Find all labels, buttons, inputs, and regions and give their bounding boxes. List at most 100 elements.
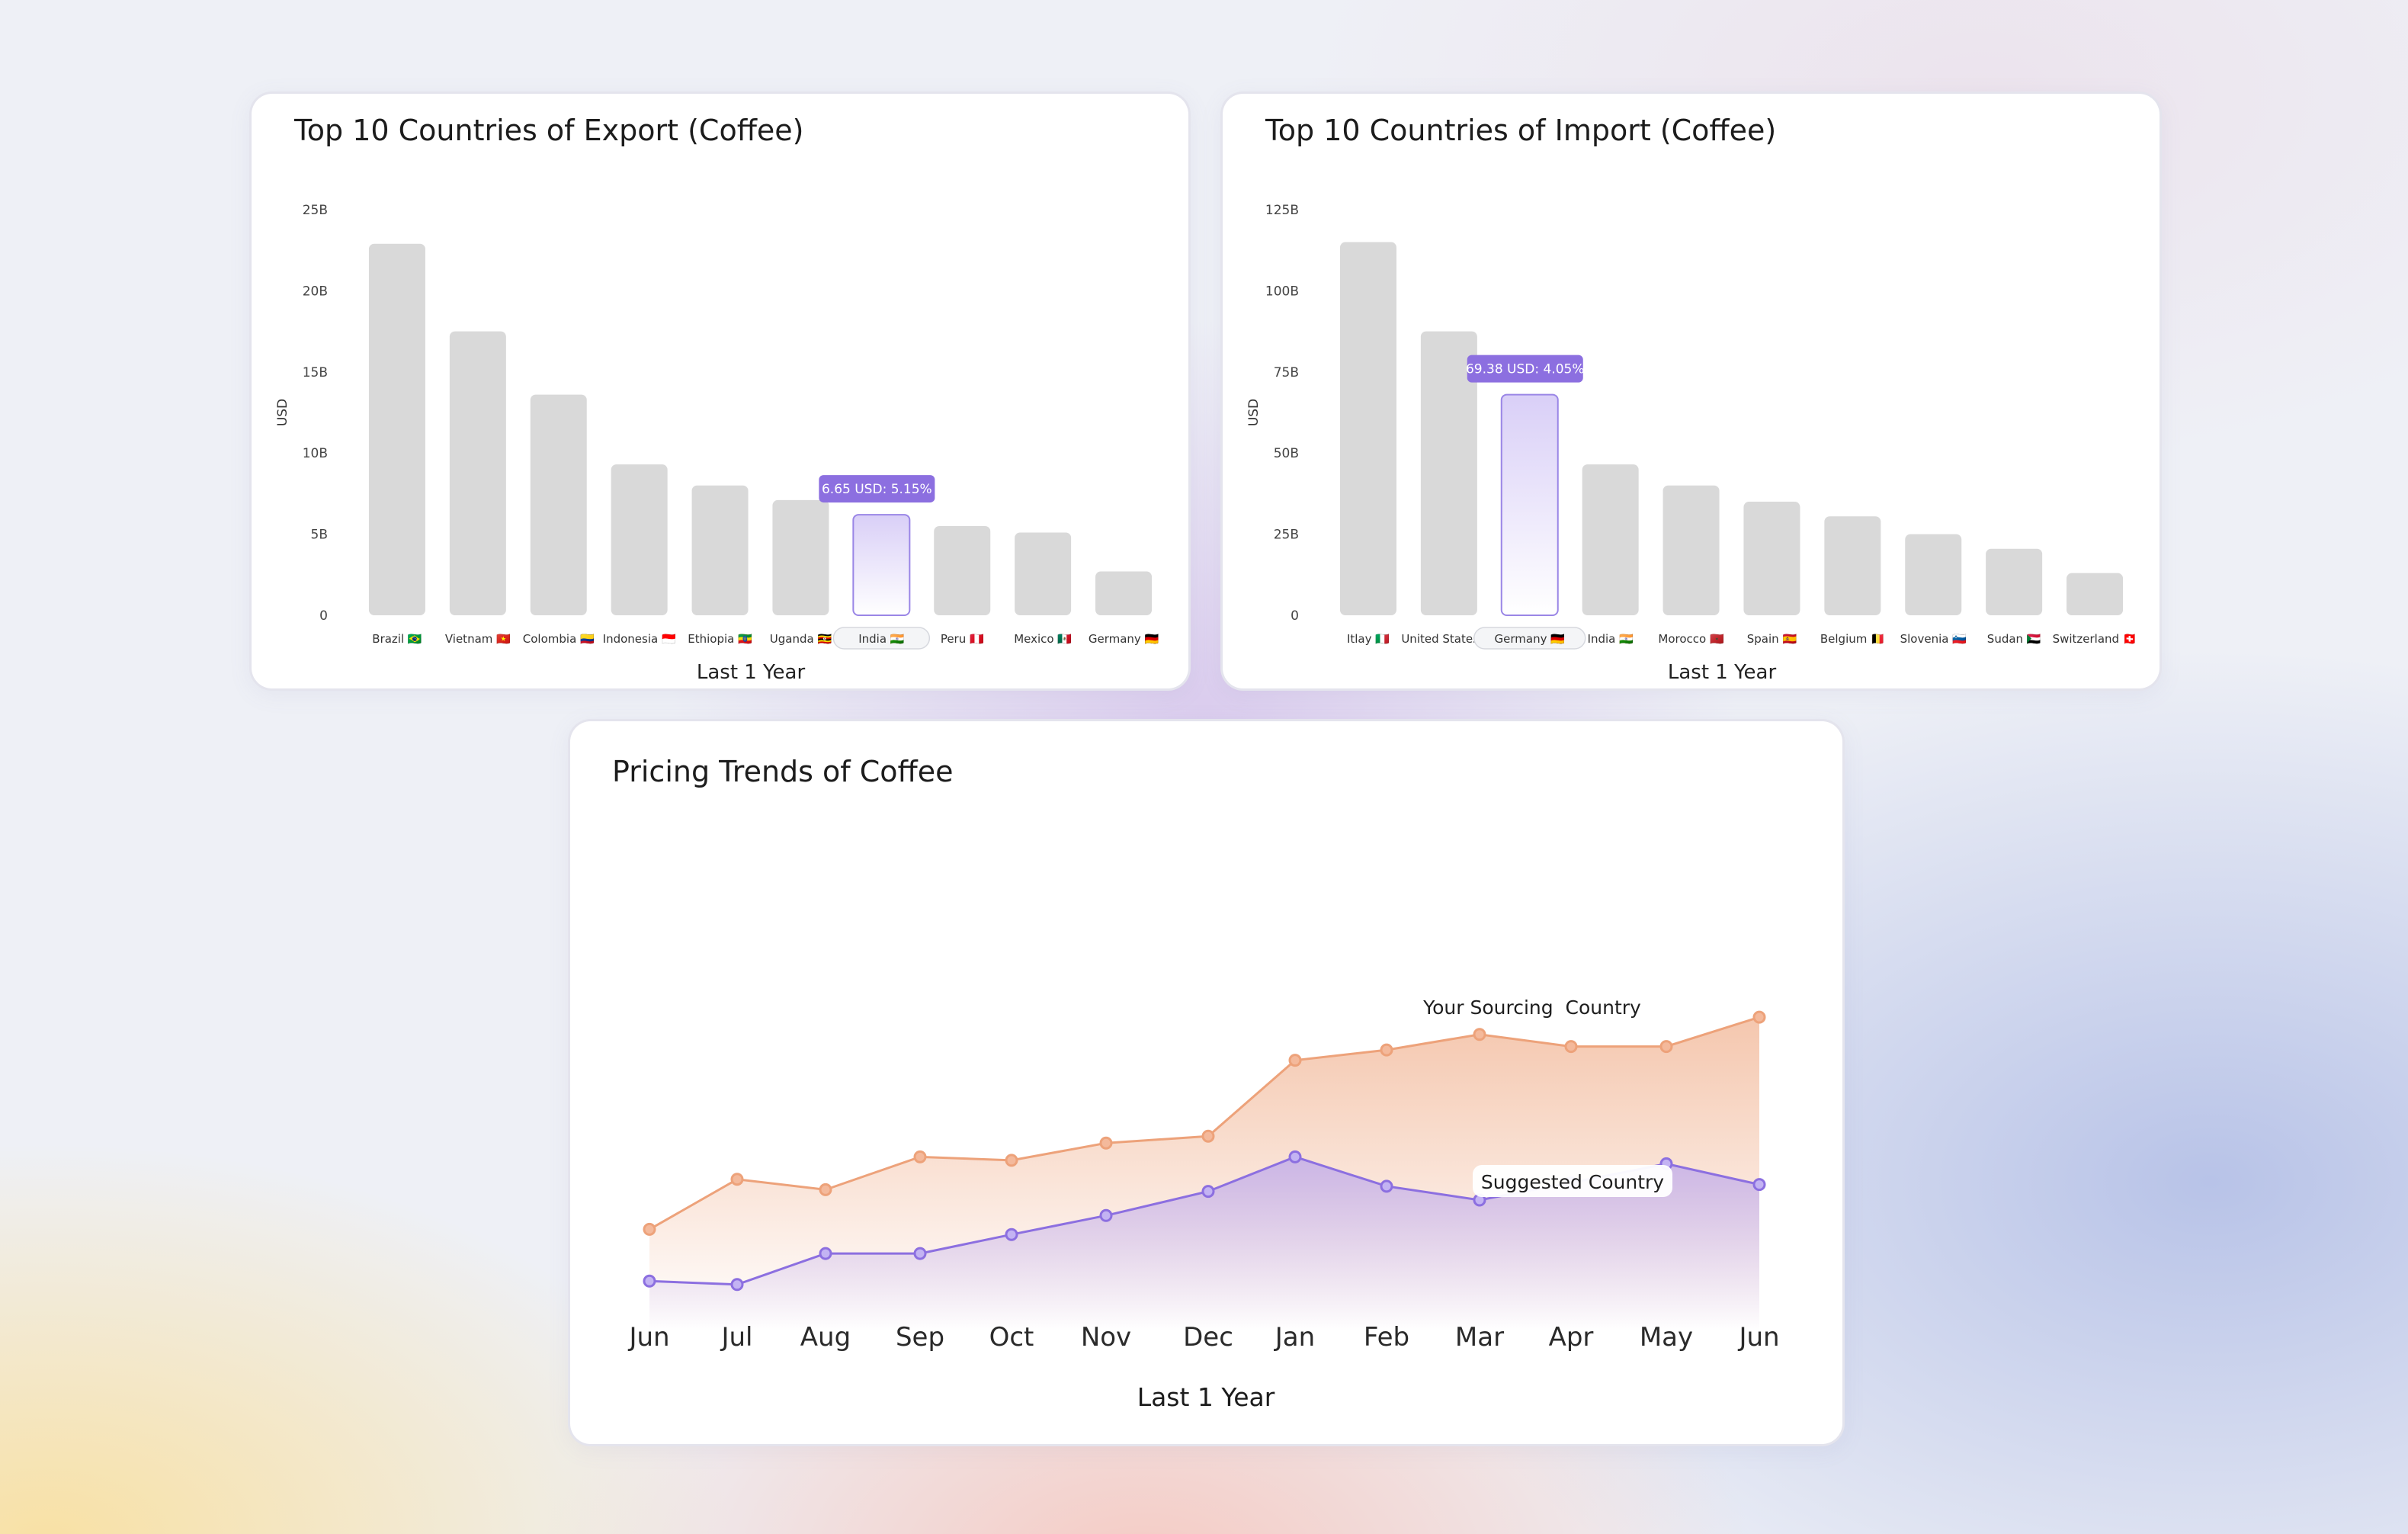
import-x-tick-label: Spain 🇪🇸 bbox=[1747, 632, 1797, 646]
export-y-tick: 15B bbox=[303, 365, 328, 380]
export-bar-mexico[interactable] bbox=[1015, 532, 1072, 615]
import-x-axis-label: Last 1 Year bbox=[1668, 661, 1777, 684]
series-point-suggested-country[interactable] bbox=[1099, 1208, 1113, 1222]
series-point-suggested-country[interactable] bbox=[730, 1278, 744, 1292]
import-y-tick: 0 bbox=[1291, 608, 1299, 624]
import-bar-itlay[interactable] bbox=[1339, 242, 1396, 615]
import-highlight-label-pill bbox=[1473, 627, 1586, 650]
export-x-tick-label: Mexico 🇲🇽 bbox=[1014, 632, 1072, 646]
series-point-your-sourcing-country[interactable] bbox=[1752, 1010, 1766, 1024]
x-tick-label: Dec bbox=[1183, 1322, 1233, 1353]
pricing-trends-card: Pricing Trends of Coffee Your Sourcing C… bbox=[568, 719, 1845, 1446]
export-x-tick-label: Vietnam 🇻🇳 bbox=[445, 632, 511, 646]
series-label-your-sourcing-country: Your Sourcing Country bbox=[1422, 996, 1641, 1019]
export-bar-chart: USD 0 5B 10B 15B 20B 25B Brazil 🇧🇷 Vietnam 🇻🇳 Col… bbox=[275, 203, 1159, 684]
export-bar-germany[interactable] bbox=[1095, 571, 1153, 615]
export-y-tick: 25B bbox=[303, 203, 328, 218]
export-bar-ethiopia[interactable] bbox=[691, 485, 749, 615]
import-y-axis-label: USD bbox=[1246, 399, 1262, 426]
x-tick-label: Jun bbox=[627, 1322, 669, 1353]
series-point-your-sourcing-country[interactable] bbox=[1380, 1043, 1393, 1057]
x-tick-label: Sep bbox=[896, 1322, 944, 1353]
import-bar-germany[interactable] bbox=[1500, 393, 1559, 616]
import-x-tick-label: Sudan 🇸🇩 bbox=[1987, 632, 2041, 646]
import-tooltip-text: 69.38 USD: 4.05% bbox=[1466, 362, 1585, 377]
import-bar-spain[interactable] bbox=[1743, 502, 1800, 615]
import-x-tick-label: Morocco 🇲🇦 bbox=[1658, 632, 1724, 646]
import-x-tick-label: India 🇮🇳 bbox=[1588, 632, 1634, 646]
import-bar-switzerland[interactable] bbox=[2067, 573, 2124, 615]
series-point-suggested-country[interactable] bbox=[1380, 1179, 1393, 1193]
export-x-tick-label: Indonesia 🇮🇩 bbox=[603, 632, 676, 646]
export-bar-peru[interactable] bbox=[934, 525, 991, 615]
x-tick-label: Oct bbox=[989, 1322, 1034, 1353]
pricing-trends-chart: Your Sourcing Country Suggested Country Ju… bbox=[627, 990, 1780, 1412]
series-point-suggested-country[interactable] bbox=[1752, 1178, 1766, 1192]
import-bar-slovenia[interactable] bbox=[1905, 534, 1962, 615]
export-y-tick: 5B bbox=[311, 528, 328, 543]
series-point-suggested-country[interactable] bbox=[819, 1247, 832, 1260]
x-tick-label: Jul bbox=[720, 1322, 752, 1353]
import-y-tick: 75B bbox=[1274, 365, 1299, 380]
series-point-suggested-country[interactable] bbox=[1288, 1150, 1302, 1163]
export-bar-india[interactable] bbox=[852, 514, 911, 617]
series-point-suggested-country[interactable] bbox=[913, 1247, 927, 1260]
series-point-your-sourcing-country[interactable] bbox=[643, 1222, 656, 1236]
series-label-pill-your-sourcing-country bbox=[1414, 990, 1650, 1022]
import-x-tick-label: Germany 🇩🇪 bbox=[1495, 632, 1566, 646]
export-tooltip-text: 6.65 USD: 5.15% bbox=[822, 482, 932, 497]
pricing-x-axis-label: Last 1 Year bbox=[1137, 1382, 1275, 1412]
export-chart-title: Top 10 Countries of Export (Coffee) bbox=[294, 114, 804, 147]
import-chart-title: Top 10 Countries of Import (Coffee) bbox=[1265, 114, 1777, 147]
import-y-tick: 100B bbox=[1265, 284, 1299, 299]
x-tick-label: May bbox=[1640, 1322, 1693, 1353]
series-point-your-sourcing-country[interactable] bbox=[913, 1150, 927, 1163]
export-highlight-label-pill bbox=[832, 627, 931, 650]
import-bar-india[interactable] bbox=[1582, 464, 1639, 615]
import-bar-sudan[interactable] bbox=[1986, 548, 2043, 615]
series-point-suggested-country[interactable] bbox=[1201, 1185, 1215, 1199]
x-tick-label: Aug bbox=[800, 1322, 851, 1353]
export-bar-uganda[interactable] bbox=[772, 499, 829, 615]
x-tick-label: Mar bbox=[1455, 1322, 1504, 1353]
import-x-tick-label: United States 🇺🇸 bbox=[1401, 632, 1496, 646]
x-tick-label: Jan bbox=[1274, 1322, 1315, 1353]
series-point-your-sourcing-country[interactable] bbox=[1005, 1154, 1018, 1167]
pricing-trends-title: Pricing Trends of Coffee bbox=[612, 755, 954, 788]
import-y-tick: 50B bbox=[1274, 446, 1299, 461]
series-label-suggested-country: Suggested Country bbox=[1481, 1171, 1664, 1193]
series-point-your-sourcing-country[interactable] bbox=[730, 1173, 744, 1186]
import-x-tick-label: Belgium 🇧🇪 bbox=[1820, 632, 1885, 646]
x-tick-label: Jun bbox=[1737, 1322, 1779, 1353]
export-chart-card: Top 10 Countries of Export (Coffee) USD 0… bbox=[249, 91, 1191, 691]
export-bar-colombia[interactable] bbox=[530, 394, 587, 615]
export-bar-indonesia[interactable] bbox=[611, 464, 668, 615]
export-x-tick-label: Brazil 🇧🇷 bbox=[372, 632, 422, 646]
import-bar-united-states[interactable] bbox=[1420, 331, 1477, 615]
series-point-your-sourcing-country[interactable] bbox=[1201, 1129, 1215, 1143]
import-bar-morocco[interactable] bbox=[1663, 485, 1720, 615]
series-point-suggested-country[interactable] bbox=[643, 1274, 656, 1288]
series-point-your-sourcing-country[interactable] bbox=[1099, 1136, 1113, 1150]
series-point-your-sourcing-country[interactable] bbox=[1288, 1054, 1302, 1067]
series-point-your-sourcing-country[interactable] bbox=[1564, 1040, 1578, 1054]
import-chart-card: Top 10 Countries of Import (Coffee) USD 0… bbox=[1220, 91, 2162, 691]
export-x-tick-label: Uganda 🇺🇬 bbox=[770, 632, 832, 646]
export-x-tick-label: Peru 🇵🇪 bbox=[941, 632, 984, 646]
import-bar-belgium[interactable] bbox=[1824, 516, 1881, 615]
series-point-your-sourcing-country[interactable] bbox=[819, 1183, 832, 1196]
export-bar-brazil[interactable] bbox=[368, 243, 425, 615]
series-point-your-sourcing-country[interactable] bbox=[1473, 1028, 1486, 1041]
import-y-tick: 125B bbox=[1265, 203, 1299, 218]
export-x-tick-label: Ethiopia 🇪🇹 bbox=[688, 632, 752, 646]
import-x-tick-label: Itlay 🇮🇹 bbox=[1347, 632, 1390, 646]
export-x-tick-label: Colombia 🇨🇴 bbox=[523, 632, 595, 646]
export-x-tick-label: India 🇮🇳 bbox=[858, 632, 905, 646]
export-bar-vietnam[interactable] bbox=[449, 331, 506, 615]
series-label-pill-suggested-country bbox=[1473, 1165, 1672, 1197]
series-point-your-sourcing-country[interactable] bbox=[1659, 1040, 1673, 1054]
import-y-tick: 25B bbox=[1274, 528, 1299, 543]
import-x-tick-label: Slovenia 🇸🇮 bbox=[1900, 632, 1967, 646]
export-y-tick: 0 bbox=[319, 608, 328, 624]
series-point-suggested-country[interactable] bbox=[1005, 1228, 1018, 1241]
